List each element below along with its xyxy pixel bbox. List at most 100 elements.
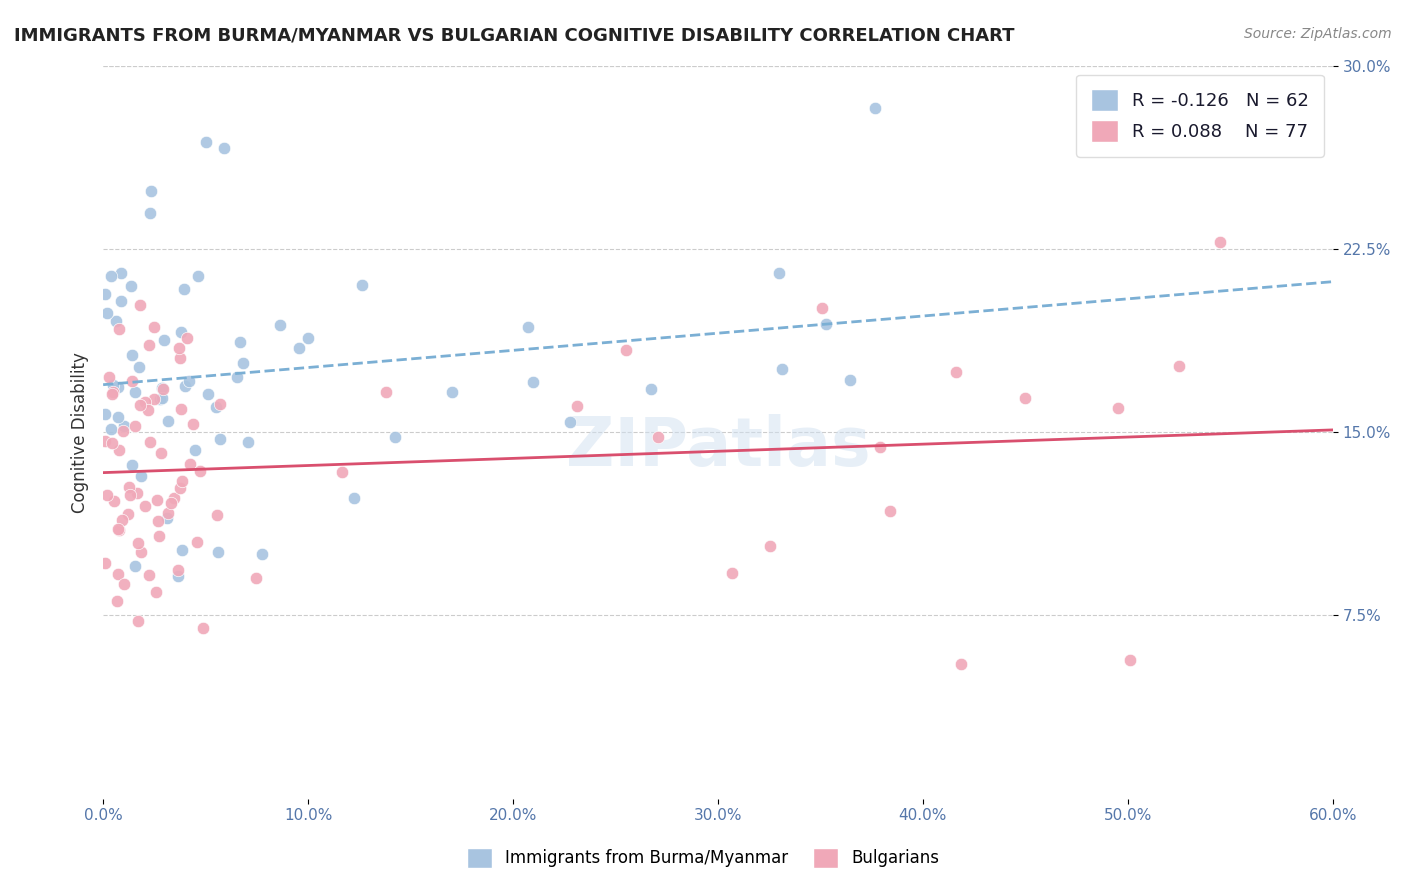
Point xyxy=(107,522,129,536)
Point xyxy=(139,206,162,220)
Point xyxy=(647,430,669,444)
Point xyxy=(111,424,134,438)
Point xyxy=(245,571,267,585)
Point xyxy=(146,493,169,508)
Point xyxy=(194,135,217,149)
Point xyxy=(138,568,160,582)
Point xyxy=(112,576,135,591)
Point xyxy=(107,567,129,582)
Point xyxy=(107,409,129,424)
Point xyxy=(160,495,183,509)
Point xyxy=(869,440,891,454)
Point xyxy=(127,614,149,628)
Point xyxy=(1168,359,1191,373)
Point xyxy=(131,469,153,483)
Point xyxy=(157,506,180,520)
Point xyxy=(815,317,838,331)
Point xyxy=(124,558,146,573)
Point xyxy=(136,403,159,417)
Point xyxy=(720,566,742,580)
Point xyxy=(143,320,166,334)
Point xyxy=(104,314,127,328)
Point xyxy=(94,407,117,421)
Point xyxy=(176,331,198,345)
Point xyxy=(167,563,190,577)
Point xyxy=(558,415,581,429)
Point xyxy=(125,486,148,500)
Point xyxy=(191,621,214,635)
Point xyxy=(170,542,193,557)
Point xyxy=(101,378,124,392)
Point xyxy=(111,513,134,527)
Point xyxy=(212,141,235,155)
Point xyxy=(108,523,131,537)
Point xyxy=(170,325,193,339)
Point xyxy=(950,657,973,672)
Point xyxy=(343,491,366,506)
Point xyxy=(172,474,194,488)
Point xyxy=(197,387,219,401)
Point xyxy=(187,269,209,284)
Point xyxy=(134,499,156,513)
Point xyxy=(121,375,143,389)
Point xyxy=(640,382,662,396)
Point xyxy=(288,341,311,355)
Point xyxy=(100,268,122,283)
Point xyxy=(103,384,125,399)
Point xyxy=(441,384,464,399)
Point xyxy=(768,266,790,280)
Text: ZIPatlas: ZIPatlas xyxy=(565,414,870,480)
Point xyxy=(838,373,860,387)
Point xyxy=(118,487,141,501)
Point xyxy=(374,385,396,400)
Point xyxy=(139,184,162,198)
Point xyxy=(236,435,259,450)
Point xyxy=(167,569,190,583)
Point xyxy=(118,480,141,494)
Point xyxy=(152,382,174,396)
Point xyxy=(522,375,544,389)
Point xyxy=(1014,391,1036,405)
Point xyxy=(94,557,117,571)
Point xyxy=(384,429,406,443)
Point xyxy=(169,481,191,495)
Point xyxy=(129,545,152,559)
Point xyxy=(150,391,173,405)
Point xyxy=(129,398,152,412)
Point xyxy=(184,442,207,457)
Point xyxy=(107,380,129,394)
Point xyxy=(879,504,901,518)
Point xyxy=(145,584,167,599)
Point xyxy=(770,362,793,376)
Point xyxy=(142,392,165,406)
Legend: R = -0.126   N = 62, R = 0.088    N = 77: R = -0.126 N = 62, R = 0.088 N = 77 xyxy=(1077,75,1324,157)
Point xyxy=(269,318,291,333)
Point xyxy=(152,333,174,347)
Point xyxy=(232,356,254,370)
Point xyxy=(94,286,117,301)
Point xyxy=(128,359,150,374)
Point xyxy=(167,341,190,355)
Point xyxy=(156,511,179,525)
Point xyxy=(173,282,195,296)
Point xyxy=(120,278,142,293)
Point xyxy=(98,369,121,384)
Point xyxy=(134,395,156,409)
Point xyxy=(163,491,186,505)
Point xyxy=(863,101,886,115)
Point xyxy=(139,435,162,450)
Text: IMMIGRANTS FROM BURMA/MYANMAR VS BULGARIAN COGNITIVE DISABILITY CORRELATION CHAR: IMMIGRANTS FROM BURMA/MYANMAR VS BULGARI… xyxy=(14,27,1015,45)
Point xyxy=(350,278,373,293)
Point xyxy=(100,422,122,436)
Point xyxy=(138,338,160,352)
Point xyxy=(209,432,232,446)
Point xyxy=(190,464,212,478)
Point xyxy=(179,457,201,471)
Point xyxy=(101,387,124,401)
Point xyxy=(110,294,132,309)
Point xyxy=(103,494,125,508)
Legend: Immigrants from Burma/Myanmar, Bulgarians: Immigrants from Burma/Myanmar, Bulgarian… xyxy=(460,841,946,875)
Point xyxy=(149,392,172,406)
Text: Source: ZipAtlas.com: Source: ZipAtlas.com xyxy=(1244,27,1392,41)
Point xyxy=(112,419,135,434)
